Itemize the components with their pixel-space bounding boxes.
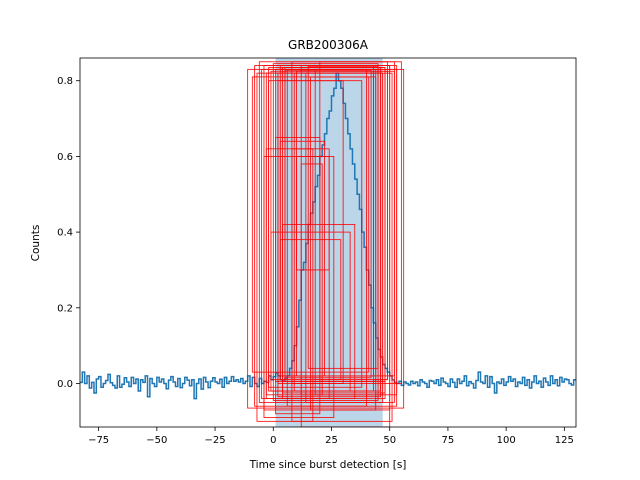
- chart-title: GRB200306A: [288, 38, 369, 52]
- series-line-0: [80, 72, 576, 400]
- detection-box-27: [275, 137, 321, 415]
- y-tick-label: 0.4: [57, 228, 73, 239]
- x-tick-label: 0: [270, 435, 276, 446]
- x-tick-label: 25: [325, 435, 338, 446]
- x-tick-label: −25: [205, 435, 226, 446]
- y-tick-label: 0.2: [57, 303, 73, 314]
- detection-box-29: [291, 148, 314, 422]
- y-tick-label: 0.0: [57, 379, 73, 390]
- series-layer: [80, 72, 576, 400]
- detection-box-38: [277, 80, 344, 384]
- detection-box-37: [310, 76, 377, 411]
- x-tick-label: 50: [383, 435, 396, 446]
- detection-boxes: [247, 61, 405, 427]
- x-tick-label: 125: [555, 435, 574, 446]
- y-tick-label: 0.8: [57, 76, 73, 87]
- detection-box-33: [282, 224, 356, 400]
- x-axis-label: Time since burst detection [s]: [249, 459, 407, 471]
- x-tick-label: −75: [88, 435, 109, 446]
- x-tick-label: 75: [442, 435, 455, 446]
- y-tick-label: 0.6: [57, 152, 73, 163]
- detection-box-36: [293, 72, 374, 392]
- x-tick-label: −50: [146, 435, 167, 446]
- plot-area: [80, 58, 576, 427]
- y-axis: 0.0 0.2 0.4 0.6 0.8: [57, 76, 80, 390]
- x-axis: −75 −50 −25 0 25 50 75 100 125: [88, 427, 574, 446]
- detection-box-31: [300, 163, 323, 396]
- plot-frame: [79, 57, 577, 428]
- detection-box-30: [296, 155, 330, 271]
- x-tick-label: 100: [497, 435, 516, 446]
- y-axis-label: Counts: [30, 225, 42, 262]
- detection-box-35: [284, 67, 386, 382]
